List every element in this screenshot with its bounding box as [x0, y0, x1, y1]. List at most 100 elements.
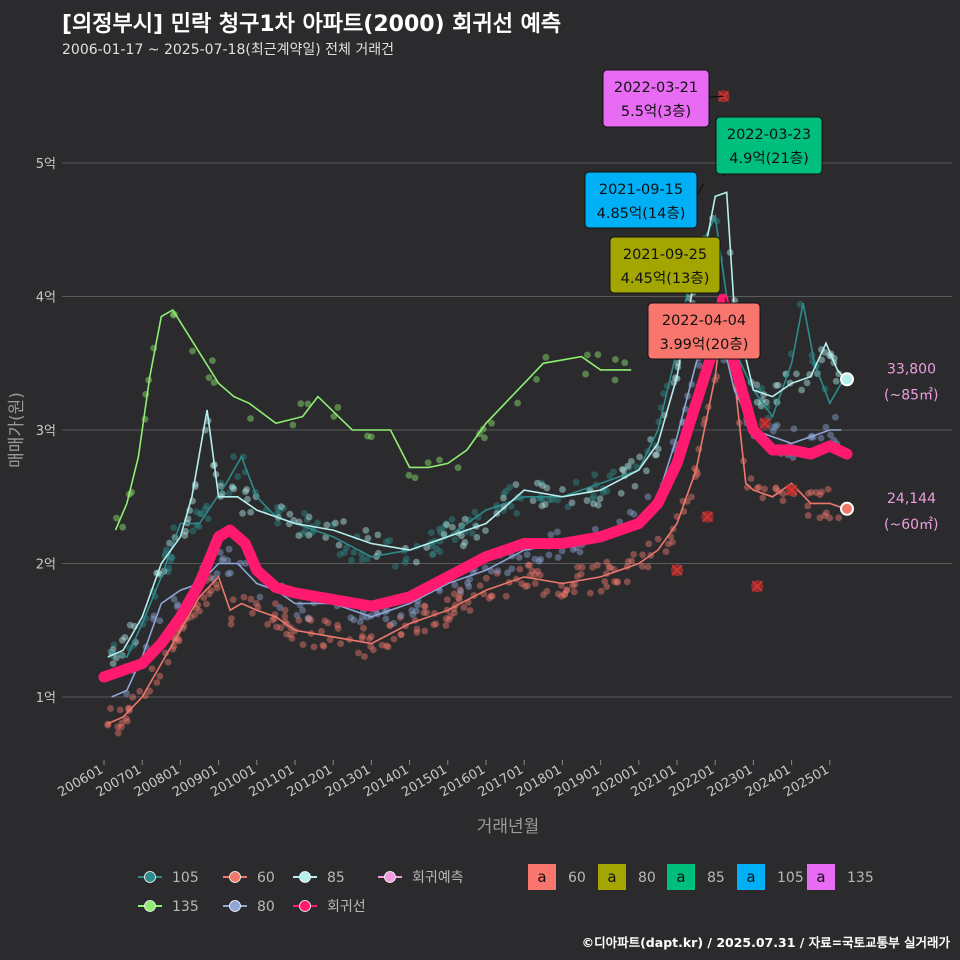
- annotation-price: 4.85억(14층): [597, 205, 686, 222]
- scatter-point: [382, 615, 390, 623]
- scatter-point: [526, 561, 533, 569]
- scatter-point: [336, 551, 344, 558]
- scatter-point: [440, 523, 448, 531]
- scatter-point: [822, 423, 830, 431]
- legend-label: 105: [777, 870, 804, 886]
- scatter-point: [201, 505, 209, 513]
- scatter-point: [816, 491, 824, 499]
- scatter-point: [628, 557, 636, 565]
- scatter-point: [247, 508, 255, 516]
- scatter-point: [397, 631, 405, 639]
- scatter-point: [107, 705, 114, 712]
- scatter-point: [759, 494, 767, 502]
- x-axis-ticks: 2006012007012008012009012010012011012012…: [56, 760, 832, 800]
- scatter-point: [323, 521, 331, 529]
- scatter-point: [773, 421, 781, 429]
- scatter-point: [538, 495, 546, 503]
- y-tick-label: 5억: [36, 157, 56, 172]
- scatter-point: [164, 658, 172, 666]
- scatter-point: [166, 539, 173, 547]
- scatter-point: [210, 379, 218, 386]
- scatter-point: [624, 558, 632, 565]
- scatter-point: [570, 588, 578, 596]
- scatter-point: [599, 489, 607, 496]
- scatter-point: [465, 583, 473, 590]
- scatter-point: [219, 555, 227, 562]
- legend-label: 105: [172, 870, 199, 886]
- max-mark-cross: [702, 511, 714, 523]
- scatter-point: [191, 611, 198, 619]
- scatter-point: [421, 627, 429, 635]
- scatter-point: [538, 479, 545, 487]
- scatter-point: [322, 534, 330, 541]
- scatter-point: [358, 632, 366, 640]
- scatter-point: [611, 578, 618, 585]
- legend-label: 85: [327, 870, 345, 886]
- scatter-point: [614, 578, 621, 586]
- scatter-point: [534, 479, 541, 487]
- legend-label: 60: [568, 870, 586, 886]
- scatter-point: [485, 594, 493, 602]
- series-line-135: [114, 308, 632, 531]
- scatter-point: [413, 628, 421, 636]
- max-mark: [785, 484, 798, 497]
- scatter-point: [274, 519, 282, 527]
- scatter-point: [427, 529, 435, 537]
- scatter-point: [457, 587, 465, 595]
- scatter-point: [387, 621, 394, 629]
- scatter-point: [757, 399, 765, 407]
- scatter-point: [630, 510, 638, 518]
- scatter-point: [574, 563, 582, 571]
- max-mark-cross: [786, 484, 798, 496]
- scatter-point: [299, 606, 306, 614]
- scatter-point: [465, 516, 473, 524]
- scatter-point: [488, 567, 495, 575]
- forecast-value-label: 33,800: [887, 361, 936, 377]
- scatter-point: [669, 538, 676, 546]
- legend-key-swatch: [737, 864, 765, 890]
- scatter-point: [771, 423, 779, 431]
- legend-key-swatch: [807, 864, 835, 890]
- scatter-point: [378, 641, 386, 649]
- scatter-point: [110, 641, 118, 649]
- scatter-point: [205, 374, 213, 382]
- scatter-point: [182, 527, 190, 535]
- scatter-point: [429, 551, 436, 559]
- scatter-point: [288, 635, 296, 642]
- scatter-point: [254, 603, 262, 611]
- scatter-point: [807, 488, 815, 496]
- scatter-point: [153, 679, 161, 686]
- scatter-point: [653, 451, 660, 459]
- legend-item: 135: [138, 899, 199, 915]
- annotation-price: 5.5억(3층): [621, 103, 691, 120]
- scatter-point: [531, 555, 539, 563]
- annotation-date: 2022-04-04: [662, 313, 746, 329]
- legend-key-glyph: a: [816, 868, 825, 886]
- y-axis-ticks: 1억 2억 3억 4억 5억: [36, 157, 56, 706]
- scatter-point: [482, 574, 490, 582]
- scatter-point: [827, 431, 835, 439]
- scatter-point: [639, 551, 646, 559]
- scatter-point: [515, 553, 523, 561]
- scatter-point: [118, 636, 126, 644]
- scatter-point: [112, 654, 120, 662]
- scatter-point: [624, 462, 632, 470]
- legend-label: 135: [172, 899, 199, 915]
- scatter-point: [301, 527, 309, 535]
- scatter-point: [356, 618, 364, 626]
- scatter-point: [568, 499, 576, 507]
- scatter-point: [554, 496, 562, 504]
- scatter-point: [522, 582, 529, 590]
- scatter-point: [301, 509, 308, 517]
- scatter-point: [413, 625, 421, 633]
- scatter-point: [442, 615, 450, 623]
- scatter-point: [367, 433, 375, 441]
- annotation-leader: [707, 95, 724, 98]
- scatter-point: [156, 617, 164, 625]
- scatter-point: [603, 558, 611, 566]
- scatter-point: [113, 514, 120, 522]
- scatter-point: [455, 594, 462, 602]
- scatter-point: [306, 615, 313, 622]
- scatter-point: [577, 570, 585, 578]
- scatter-point: [605, 563, 613, 571]
